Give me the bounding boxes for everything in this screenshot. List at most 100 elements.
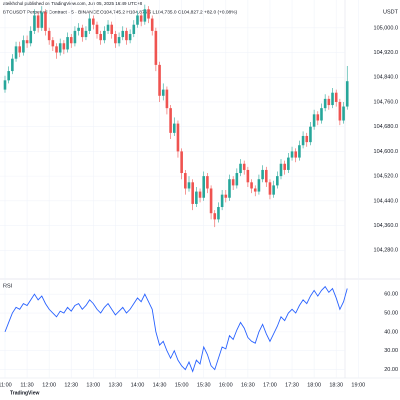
candle-body [136,15,139,25]
candle-body [334,92,338,102]
candle-body [224,194,228,198]
candle-body [276,176,279,186]
candle-body [272,185,275,195]
candle-body [316,114,320,121]
candle-body [62,43,66,50]
candle-body [298,145,301,158]
y-tick-label: 40.00 [384,329,398,335]
publisher: ateikhchol published on TradingView.com,… [3,1,143,6]
x-tick-label: 17:00 [263,382,277,388]
y-tick-label: 104,680.0 [374,124,398,130]
candle-body [202,176,206,198]
x-tick-label: 17:30 [285,382,299,388]
candle-body [158,64,161,96]
rsi-line [4,285,348,373]
candle-body [331,92,334,106]
logo: TradingView [10,390,39,396]
candle-body [209,188,213,214]
y-tick-label: 104,280.0 [374,248,398,254]
y-tick-label: 50.00 [384,310,398,316]
candle-body [213,213,217,220]
candle-body [268,182,272,195]
candle-body [7,71,10,81]
candle-body [11,58,14,72]
rsi-title: RSI [3,283,13,289]
candle-body [327,98,331,106]
candle-body [191,182,194,204]
y-tick-label: 104,440.0 [374,198,398,204]
candle-body [77,27,80,31]
candle-body [312,114,316,127]
symbol: BTCUSDT Perpetual Contract · 5 · BINANCE [3,9,99,15]
candle-body [250,182,253,189]
y-tick-label: 30.00 [384,348,398,354]
candle-body [33,15,36,31]
x-tick-label: 18:30 [329,382,343,388]
x-tick-label: 15:30 [197,382,211,388]
candle-body [143,9,147,22]
candle-body [3,80,7,90]
x-tick-label: 16:00 [219,382,233,388]
y-tick-label: 104,600.0 [374,149,398,155]
candle-body [121,30,125,38]
candle-body [106,24,110,31]
x-tick-label: 19:00 [351,382,365,388]
candle-body [257,179,261,192]
candle-body [220,194,224,208]
candle-body [47,30,51,41]
x-tick-label: 11:00 [0,382,12,388]
candle-body [18,46,22,53]
candle-body [114,33,117,44]
y-tick-label: 104,920.0 [374,50,398,56]
candle-body [342,106,345,121]
candle-body [283,163,286,170]
candle-body [25,40,29,44]
candle-body [92,18,95,25]
candle-body [323,98,327,109]
candle-body [180,151,183,174]
candle-body [84,30,88,38]
candle-body [80,27,84,38]
candle-body [88,18,91,31]
candle-body [195,191,198,204]
x-tick-label: 14:00 [131,382,145,388]
candle-body [198,191,202,198]
candle-body [161,89,165,96]
candle-body [187,182,191,189]
candle-body [99,33,102,41]
candle-body [165,89,169,109]
candle-body [55,46,58,53]
candle-body [279,163,283,177]
candle-body [22,40,25,53]
candle-body [176,123,180,152]
candle-body [150,18,154,31]
x-tick-label: 13:30 [109,382,123,388]
candle-body [228,179,231,198]
candle-body [261,169,264,180]
y-tick-label: 104,520.0 [374,174,398,180]
candle-body [301,135,305,146]
candle-body [169,108,172,133]
candle-body [184,173,187,189]
candle-body [44,12,47,31]
candle-body [69,37,73,44]
candle-body [117,37,121,44]
candle-body [14,46,18,59]
candle-body [132,24,136,34]
candle-body [239,163,242,174]
candle-body [66,37,69,50]
candle-body [51,40,55,47]
unit: USDT [383,9,399,15]
candle-body [235,173,239,186]
candle-body [242,163,246,170]
candle-body [217,207,220,220]
x-tick-label: 12:30 [64,382,78,388]
y-tick-label: 104,360.0 [374,223,398,229]
y-tick-label: 104,760.0 [374,99,398,105]
x-tick-label: 14:30 [153,382,167,388]
candle-body [294,151,298,158]
candle-body [147,9,150,19]
candle-body [29,30,33,44]
candle-body [206,176,209,189]
